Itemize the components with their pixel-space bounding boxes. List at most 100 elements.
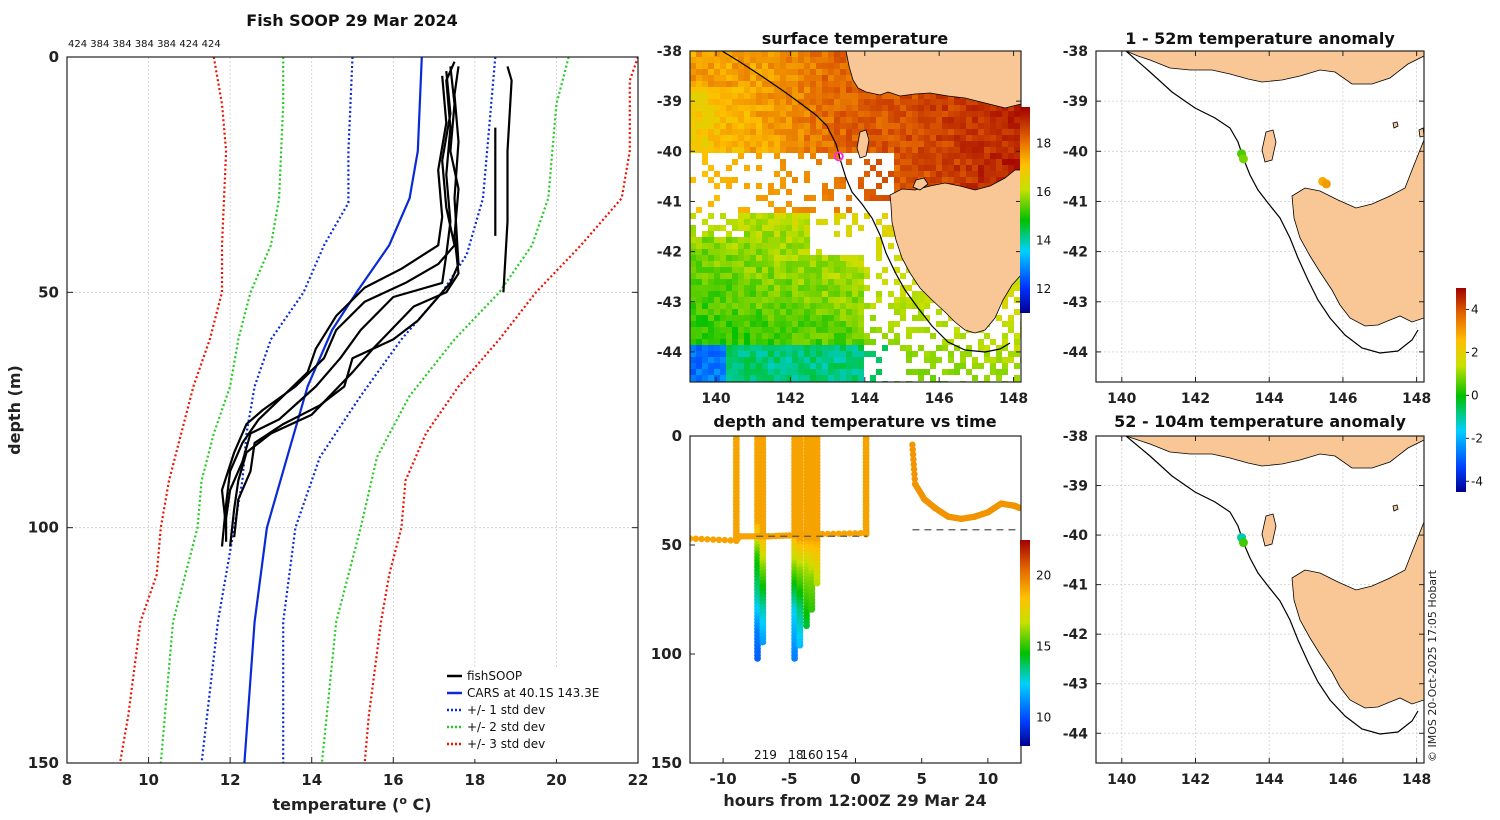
dt-bottom-label: 154 <box>826 748 849 762</box>
a1-anomaly-point <box>1321 179 1331 189</box>
sst-pixel <box>708 303 714 309</box>
sst-pixel <box>846 117 852 123</box>
sst-pixel <box>816 57 822 63</box>
sst-pixel <box>894 123 900 129</box>
sst-pixel <box>804 291 810 297</box>
sst-pixel <box>744 363 750 369</box>
sst-pixel <box>876 135 882 141</box>
sst-pixel <box>816 351 822 357</box>
sst-pixel <box>756 291 762 297</box>
sst-pixel <box>792 351 798 357</box>
sst-pixel <box>924 351 930 357</box>
sst-pixel <box>864 189 870 195</box>
sst-pixel <box>732 123 738 129</box>
sst-pixel <box>894 339 900 345</box>
sst-pixel <box>768 345 774 351</box>
sst-pixel <box>780 249 786 255</box>
sst-pixel <box>750 213 756 219</box>
sst-pixel <box>858 291 864 297</box>
sst-pixel <box>828 261 834 267</box>
sst-pixel <box>726 117 732 123</box>
sst-pixel <box>774 135 780 141</box>
sst-pixel <box>852 105 858 111</box>
sst-pixel <box>840 321 846 327</box>
sst-pixel <box>984 147 990 153</box>
sst-pixel <box>780 63 786 69</box>
sst-pixel <box>696 273 702 279</box>
sst-pixel <box>834 285 840 291</box>
a2-land-victoria <box>1125 436 1424 469</box>
sst-pixel <box>876 129 882 135</box>
sst-pixel <box>894 147 900 153</box>
sst-pixel <box>828 93 834 99</box>
sst-pixel <box>714 117 720 123</box>
sst-pixel <box>756 279 762 285</box>
a1-ytick-label: -39 <box>1063 94 1088 110</box>
sst-pixel <box>876 117 882 123</box>
sst-pixel <box>948 339 954 345</box>
sst-pixel <box>756 63 762 69</box>
sst-pixel <box>984 177 990 183</box>
legend-label-fishsoop: fishSOOP <box>467 669 522 683</box>
sst-pixel <box>924 123 930 129</box>
sst-pixel <box>918 159 924 165</box>
sst-pixel <box>924 153 930 159</box>
sst-pixel <box>816 321 822 327</box>
sst-pixel <box>870 165 876 171</box>
sst-pixel <box>744 213 750 219</box>
sst-pixel <box>900 171 906 177</box>
dt-cast-dot <box>813 579 821 587</box>
sst-pixel <box>846 111 852 117</box>
sst-pixel <box>840 51 846 57</box>
a2-land <box>1125 436 1424 709</box>
sst-pixel <box>1014 129 1020 135</box>
sst-pixel <box>696 363 702 369</box>
sst-pixel <box>996 105 1002 111</box>
sst-pixel <box>732 81 738 87</box>
sst-pixel <box>804 51 810 57</box>
sst-pixel <box>804 129 810 135</box>
sst-pixel <box>768 249 774 255</box>
sst-pixel <box>738 141 744 147</box>
sst-pixel <box>744 351 750 357</box>
sst-pixel <box>726 261 732 267</box>
sst-pixel <box>852 213 858 219</box>
sst-pixel <box>696 243 702 249</box>
sst-pixel <box>732 285 738 291</box>
sst-pixel <box>780 333 786 339</box>
sst-pixel <box>792 291 798 297</box>
sst-pixel <box>858 303 864 309</box>
sst-pixel <box>762 117 768 123</box>
sst-ytick-label: -42 <box>657 245 682 261</box>
sst-pixel <box>1014 363 1020 369</box>
sst-pixel <box>906 303 912 309</box>
sst-pixel <box>708 81 714 87</box>
sst-pixel <box>816 117 822 123</box>
sst-pixel <box>804 93 810 99</box>
sst-pixel <box>792 63 798 69</box>
sst-pixel <box>690 357 696 363</box>
dt-ytick-label: 50 <box>661 536 682 554</box>
sst-pixel <box>756 375 762 381</box>
sst-pixel <box>774 57 780 63</box>
sst-pixel <box>846 159 852 165</box>
sst-pixel <box>720 177 726 183</box>
sst-pixel <box>816 315 822 321</box>
sst-pixel <box>942 369 948 375</box>
sst-pixel <box>780 159 786 165</box>
sst-pixel <box>732 243 738 249</box>
sst-pixel <box>702 81 708 87</box>
sst-pixel <box>690 363 696 369</box>
a1-points <box>1237 149 1331 189</box>
sst-pixel <box>738 129 744 135</box>
sst-pixel <box>924 99 930 105</box>
sst-pixel <box>948 117 954 123</box>
anomaly-colorbar-tick: 0 <box>1471 388 1479 402</box>
sst-pixel <box>906 159 912 165</box>
sst-pixel <box>918 105 924 111</box>
sst-pixel <box>960 99 966 105</box>
sst-pixel <box>804 375 810 381</box>
sst-pixel <box>720 345 726 351</box>
sst-pixel <box>768 105 774 111</box>
sst-pixel <box>882 99 888 105</box>
